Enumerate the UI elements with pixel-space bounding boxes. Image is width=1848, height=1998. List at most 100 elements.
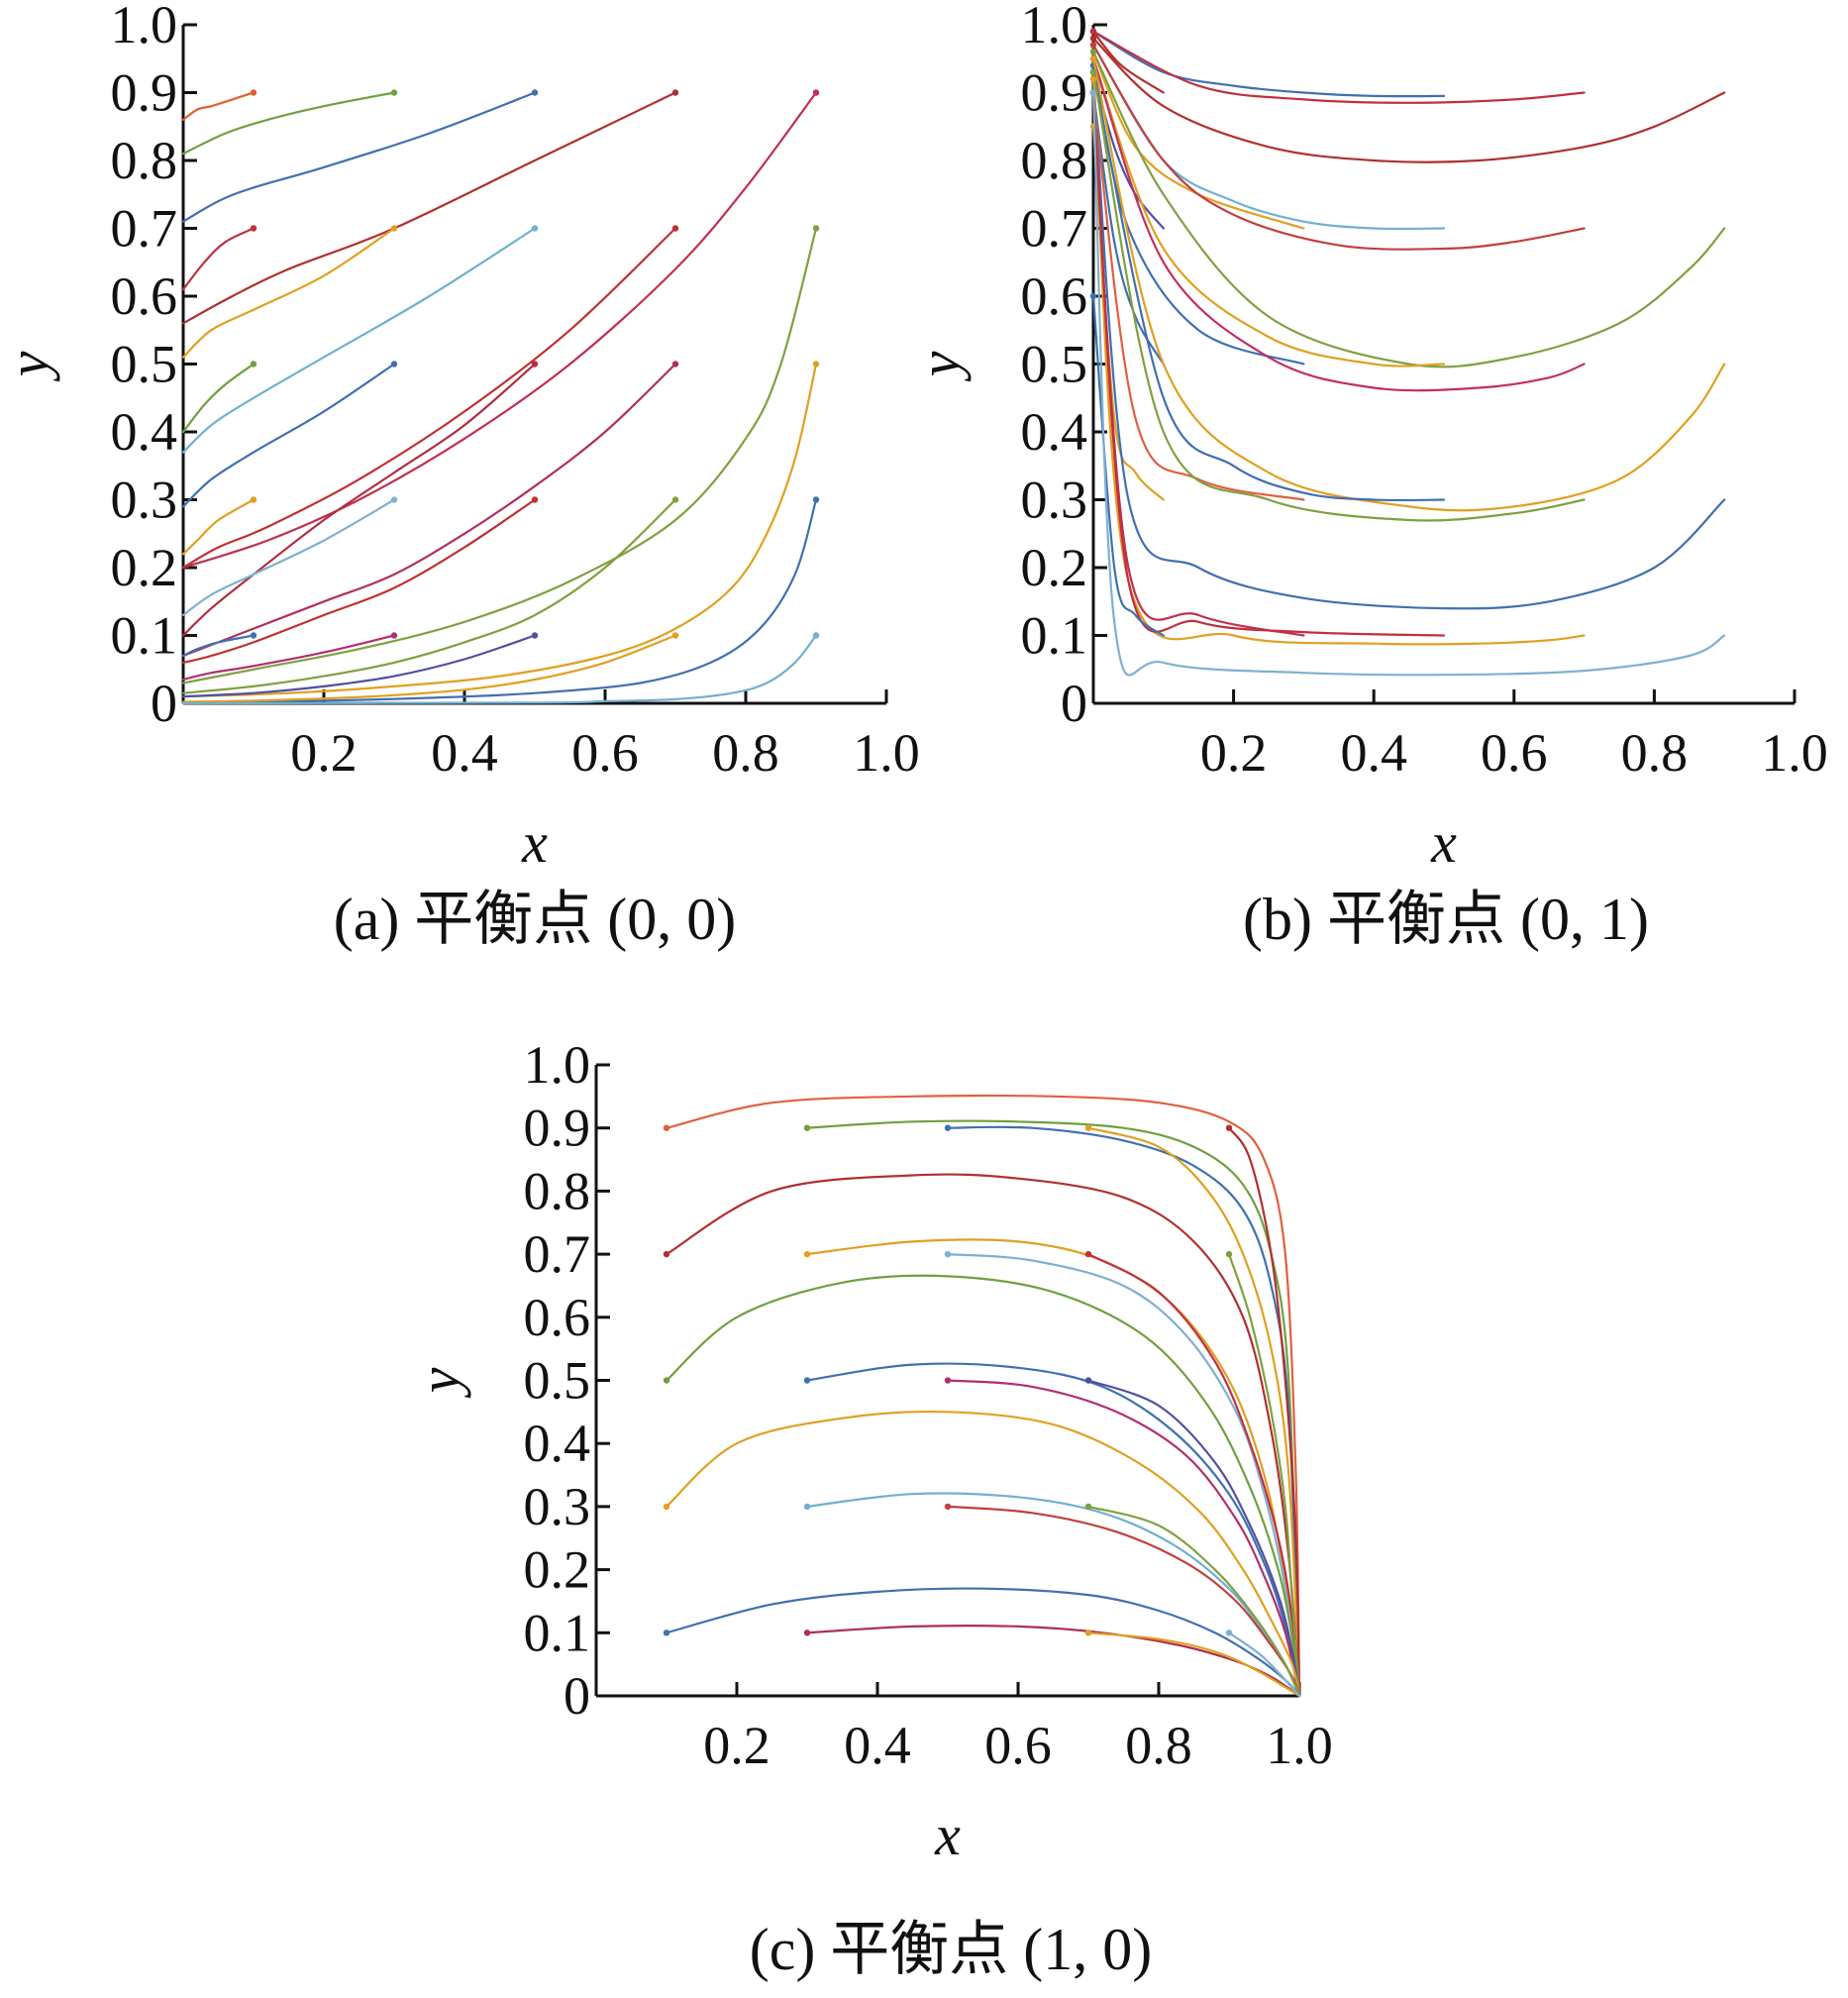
y-tick-label: 0.9 [524, 1099, 591, 1158]
start-point [1089, 292, 1097, 300]
y-tick-label: 0.9 [1021, 63, 1088, 123]
trajectory-line [1091, 51, 1726, 368]
trajectory-line [181, 634, 818, 705]
start-point [803, 1630, 811, 1636]
trajectory-line [1086, 1379, 1301, 1698]
start-point [1084, 1503, 1092, 1511]
trajectory-line [181, 363, 537, 637]
start-point [671, 89, 679, 96]
start-point [531, 361, 539, 368]
y-tick-label: 0.6 [111, 266, 178, 326]
trajectory-line [1227, 1631, 1301, 1698]
trajectory-line [946, 1379, 1301, 1698]
trajectory-line [1091, 30, 1446, 98]
x-tick-label: 0.8 [1125, 1716, 1192, 1775]
trajectory-line [181, 227, 537, 454]
start-point [663, 1503, 670, 1511]
y-tick-label: 0.8 [524, 1161, 591, 1220]
start-point [1089, 55, 1097, 62]
start-point [663, 1377, 670, 1384]
start-point [1084, 1250, 1092, 1258]
x-tick-label: 0.4 [1340, 723, 1407, 783]
start-point [390, 361, 398, 368]
trajectory-line [1091, 77, 1726, 610]
x-tick-label: 1.0 [853, 723, 920, 783]
trajectory-line [1086, 1505, 1301, 1698]
trajectory-line [1091, 70, 1446, 502]
trajectory-line [1091, 51, 1305, 230]
trajectory-line [181, 498, 396, 617]
y-tick-label: 0.3 [111, 471, 178, 530]
x-axis-title: x [1430, 810, 1457, 875]
start-point [944, 1377, 952, 1384]
panel-caption: (a) 平衡点 (0, 0) [334, 887, 737, 952]
trajectory-line [805, 1362, 1301, 1698]
trajectory-line [1091, 30, 1586, 104]
x-axis-title: x [521, 810, 548, 875]
start-point [390, 225, 398, 232]
trajectory-line [665, 1274, 1301, 1698]
y-tick-label: 0.4 [1021, 402, 1088, 462]
x-tick-label: 0.2 [1200, 723, 1268, 783]
y-tick-label: 0.7 [524, 1224, 591, 1284]
y-tick-label: 0.5 [111, 335, 178, 394]
x-tick-label: 1.0 [1761, 723, 1828, 783]
y-tick-label: 0.2 [524, 1540, 591, 1600]
x-tick-label: 0.4 [431, 723, 498, 783]
start-point [250, 496, 257, 503]
trajectory-line [665, 1587, 1301, 1698]
start-point [250, 89, 257, 96]
trajectory-line [181, 363, 677, 658]
trajectory-line [181, 498, 677, 694]
trajectory-line [181, 498, 818, 703]
start-point [1089, 42, 1097, 49]
start-point [1225, 1250, 1233, 1258]
y-tick-label: 0.5 [524, 1351, 591, 1411]
trajectory-line [665, 1094, 1301, 1698]
start-point [944, 1503, 952, 1511]
trajectory-line [1091, 294, 1165, 637]
start-point [1089, 68, 1097, 76]
trajectory-line [805, 1625, 1301, 1698]
start-point [803, 1250, 811, 1258]
trajectory-line [181, 363, 818, 698]
y-tick-label: 0.1 [1021, 606, 1088, 666]
start-point [531, 89, 539, 96]
y-tick-label: 0 [151, 674, 177, 733]
x-tick-label: 0.2 [290, 723, 358, 783]
start-point [663, 1250, 670, 1258]
start-point [390, 496, 398, 503]
y-axis-title: y [907, 351, 972, 381]
start-point [1084, 1377, 1092, 1384]
trajectory-line [181, 91, 256, 121]
start-point [531, 632, 539, 639]
y-tick-label: 0.4 [524, 1414, 591, 1473]
x-tick-label: 0.8 [1621, 723, 1689, 783]
start-point [250, 632, 257, 639]
start-point [390, 89, 398, 96]
trajectory-line [181, 227, 396, 359]
trajectory-line [181, 227, 818, 684]
start-point [812, 361, 820, 368]
start-point [944, 1250, 952, 1258]
trajectory-line [181, 91, 537, 223]
trajectory-line [181, 227, 256, 291]
x-tick-label: 0.6 [1481, 723, 1548, 783]
trajectory-line [181, 634, 256, 658]
trajectory-line [805, 1492, 1301, 1698]
y-tick-label: 0.9 [111, 63, 178, 123]
start-point [663, 1124, 670, 1131]
y-tick-label: 0.6 [524, 1288, 591, 1347]
start-point [803, 1377, 811, 1384]
x-axis-title: x [934, 1803, 961, 1867]
y-tick-label: 1.0 [1021, 0, 1088, 54]
trajectory-line [181, 498, 256, 556]
y-tick-label: 0.3 [1021, 471, 1088, 530]
trajectory-line [181, 363, 396, 508]
start-point [671, 496, 679, 503]
y-tick-label: 0.6 [1021, 266, 1088, 326]
y-axis-title: y [0, 351, 60, 381]
y-tick-label: 0.2 [111, 538, 178, 597]
start-point [663, 1630, 670, 1636]
